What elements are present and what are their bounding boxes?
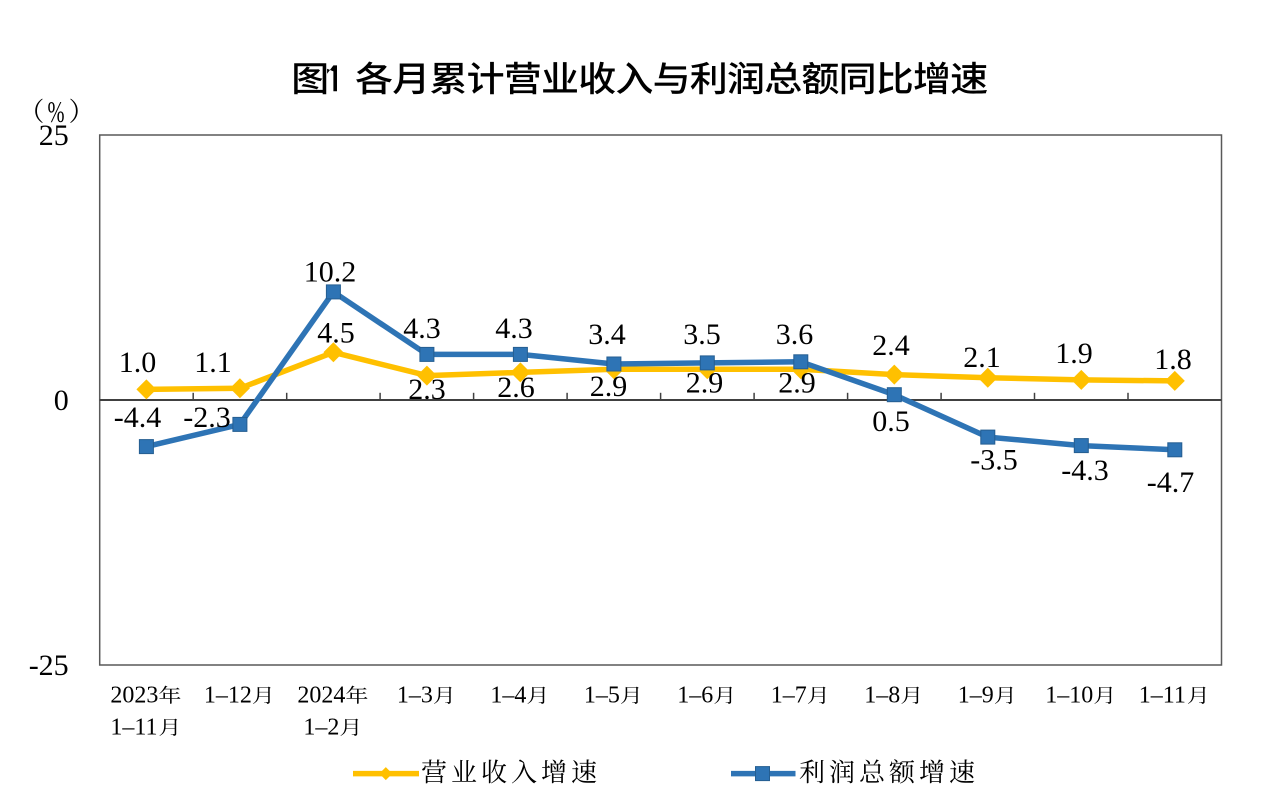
- svg-text:2.3: 2.3: [408, 373, 446, 406]
- svg-text:1–11: 1–11: [1139, 682, 1186, 708]
- svg-text:4.3: 4.3: [403, 312, 441, 345]
- svg-text:25: 25: [39, 119, 69, 152]
- svg-text:1–3: 1–3: [397, 682, 433, 708]
- svg-text:1–12: 1–12: [204, 682, 252, 708]
- svg-text:3.4: 3.4: [588, 318, 626, 351]
- svg-text:2.4: 2.4: [872, 329, 910, 362]
- svg-text:4.3: 4.3: [495, 312, 533, 345]
- svg-text:1.8: 1.8: [1154, 343, 1192, 376]
- svg-text:1–10: 1–10: [1045, 682, 1093, 708]
- svg-text:-4.7: -4.7: [1147, 466, 1195, 499]
- svg-text:1.1: 1.1: [194, 346, 232, 379]
- svg-text:1–8: 1–8: [864, 682, 900, 708]
- svg-text:2.9: 2.9: [590, 370, 628, 403]
- svg-text:2024: 2024: [297, 682, 345, 708]
- svg-text:1–7: 1–7: [771, 682, 807, 708]
- svg-text:1–4: 1–4: [490, 682, 526, 708]
- svg-text:0: 0: [54, 384, 69, 417]
- svg-text:1–9: 1–9: [958, 682, 994, 708]
- svg-text:2.9: 2.9: [686, 367, 724, 400]
- svg-text:1–2: 1–2: [303, 714, 339, 740]
- svg-text:1–5: 1–5: [584, 682, 620, 708]
- svg-text:-3.5: -3.5: [970, 444, 1018, 477]
- svg-text:1–11: 1–11: [110, 714, 157, 740]
- svg-text:3.5: 3.5: [683, 318, 721, 351]
- svg-text:0.5: 0.5: [872, 405, 910, 438]
- svg-text:2.1: 2.1: [963, 341, 1001, 374]
- svg-text:%: %: [48, 95, 65, 129]
- svg-text:-25: -25: [29, 649, 69, 682]
- svg-text:3.6: 3.6: [776, 318, 814, 351]
- svg-text:-2.3: -2.3: [183, 401, 231, 434]
- svg-text:-4.4: -4.4: [114, 401, 162, 434]
- svg-text:1–6: 1–6: [677, 682, 713, 708]
- svg-text:2023: 2023: [110, 682, 158, 708]
- svg-text:1.0: 1.0: [119, 346, 157, 379]
- svg-text:2.6: 2.6: [497, 371, 535, 404]
- svg-text:1.9: 1.9: [1055, 337, 1093, 370]
- svg-text:4.5: 4.5: [317, 317, 355, 350]
- svg-text:-4.3: -4.3: [1061, 454, 1109, 487]
- svg-text:2.9: 2.9: [778, 367, 816, 400]
- svg-text:10.2: 10.2: [304, 256, 357, 289]
